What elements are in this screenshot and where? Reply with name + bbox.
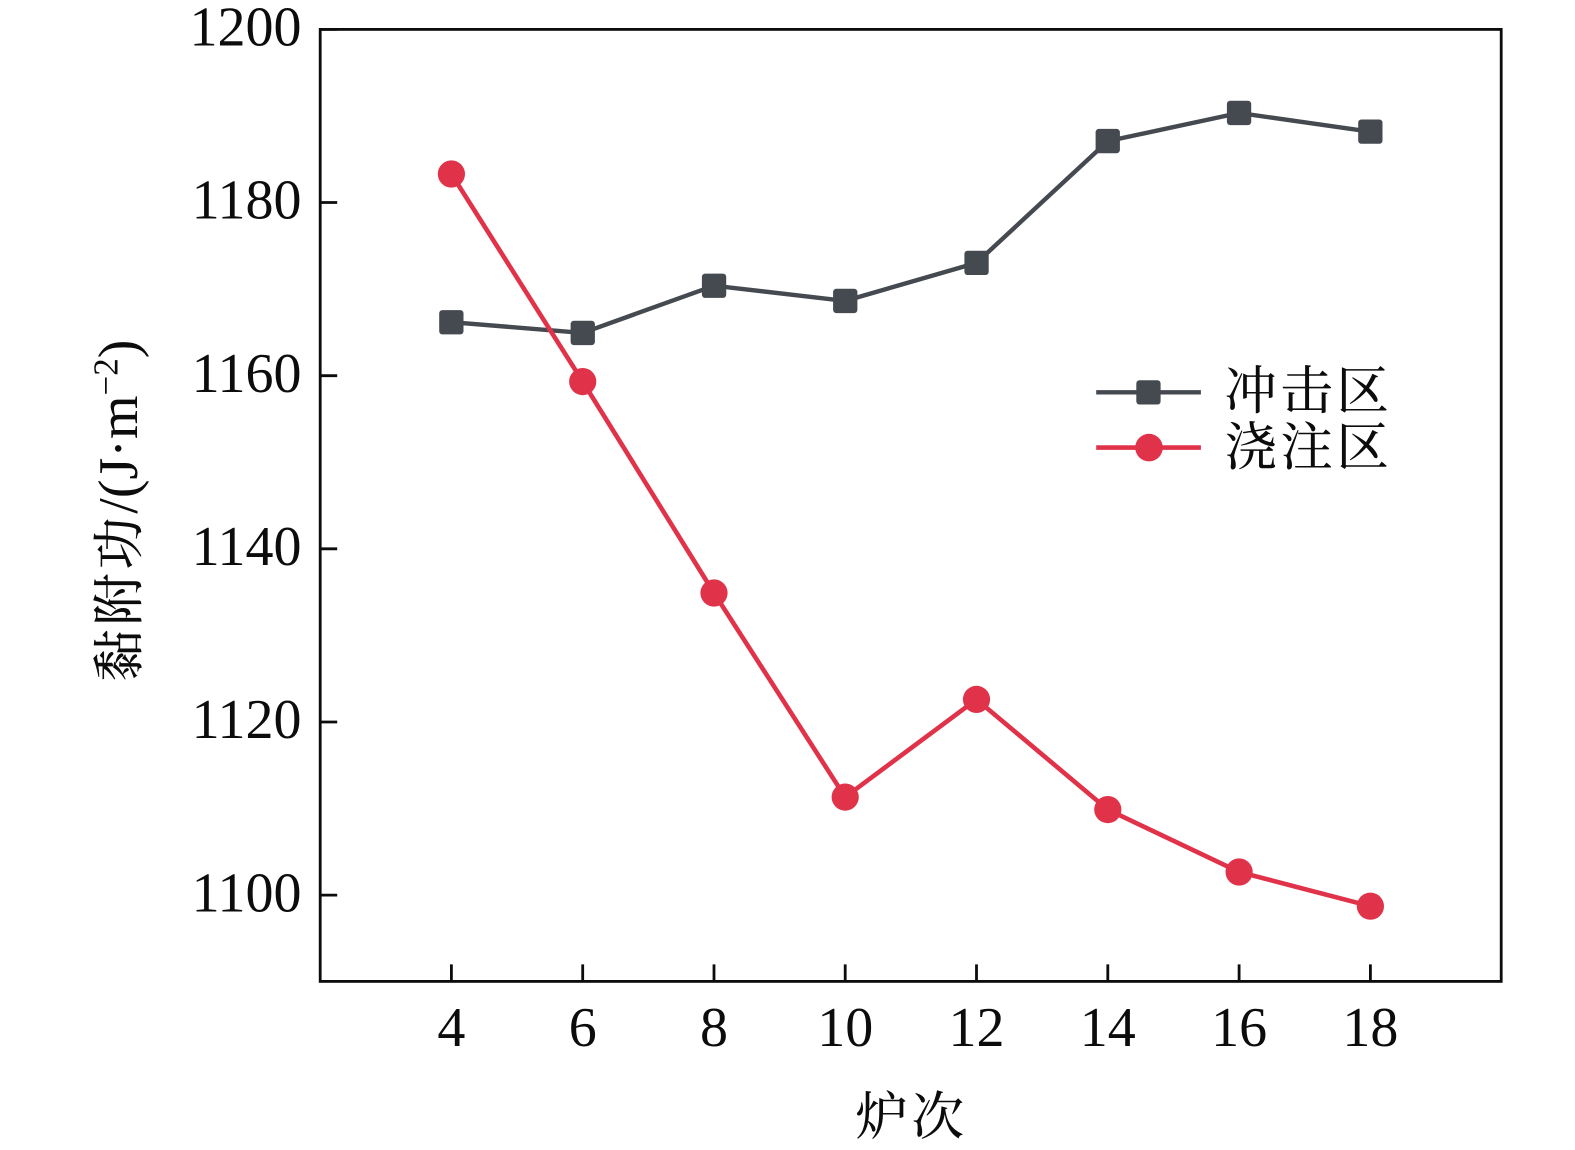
svg-text:1200: 1200 (190, 0, 302, 59)
svg-text:8: 8 (700, 997, 728, 1059)
svg-text:6: 6 (569, 997, 597, 1059)
svg-text:1180: 1180 (192, 170, 302, 232)
svg-text:10: 10 (817, 997, 873, 1059)
svg-text:1100: 1100 (192, 862, 302, 924)
svg-text:12: 12 (949, 997, 1005, 1059)
svg-text:18: 18 (1342, 997, 1398, 1059)
svg-text:1160: 1160 (192, 343, 302, 405)
svg-text:4: 4 (437, 997, 465, 1059)
svg-text:14: 14 (1080, 997, 1136, 1059)
svg-text:1120: 1120 (192, 689, 302, 751)
svg-text:16: 16 (1211, 997, 1267, 1059)
svg-text:1140: 1140 (192, 516, 302, 578)
